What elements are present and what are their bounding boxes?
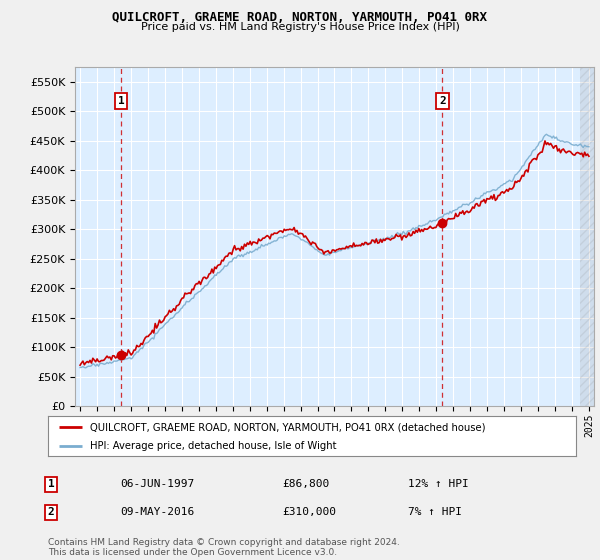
Text: 06-JUN-1997: 06-JUN-1997	[120, 479, 194, 489]
Text: £86,800: £86,800	[282, 479, 329, 489]
Text: 1: 1	[118, 96, 125, 106]
Text: Price paid vs. HM Land Registry's House Price Index (HPI): Price paid vs. HM Land Registry's House …	[140, 22, 460, 32]
Text: 2: 2	[439, 96, 446, 106]
Text: 2: 2	[47, 507, 55, 517]
Text: 1: 1	[47, 479, 55, 489]
Text: 09-MAY-2016: 09-MAY-2016	[120, 507, 194, 517]
Text: Contains HM Land Registry data © Crown copyright and database right 2024.
This d: Contains HM Land Registry data © Crown c…	[48, 538, 400, 557]
Text: 7% ↑ HPI: 7% ↑ HPI	[408, 507, 462, 517]
Text: QUILCROFT, GRAEME ROAD, NORTON, YARMOUTH, PO41 0RX: QUILCROFT, GRAEME ROAD, NORTON, YARMOUTH…	[113, 11, 487, 24]
Text: 12% ↑ HPI: 12% ↑ HPI	[408, 479, 469, 489]
Text: HPI: Average price, detached house, Isle of Wight: HPI: Average price, detached house, Isle…	[90, 441, 337, 451]
Text: £310,000: £310,000	[282, 507, 336, 517]
Text: QUILCROFT, GRAEME ROAD, NORTON, YARMOUTH, PO41 0RX (detached house): QUILCROFT, GRAEME ROAD, NORTON, YARMOUTH…	[90, 422, 486, 432]
Bar	[580, 67, 594, 406]
